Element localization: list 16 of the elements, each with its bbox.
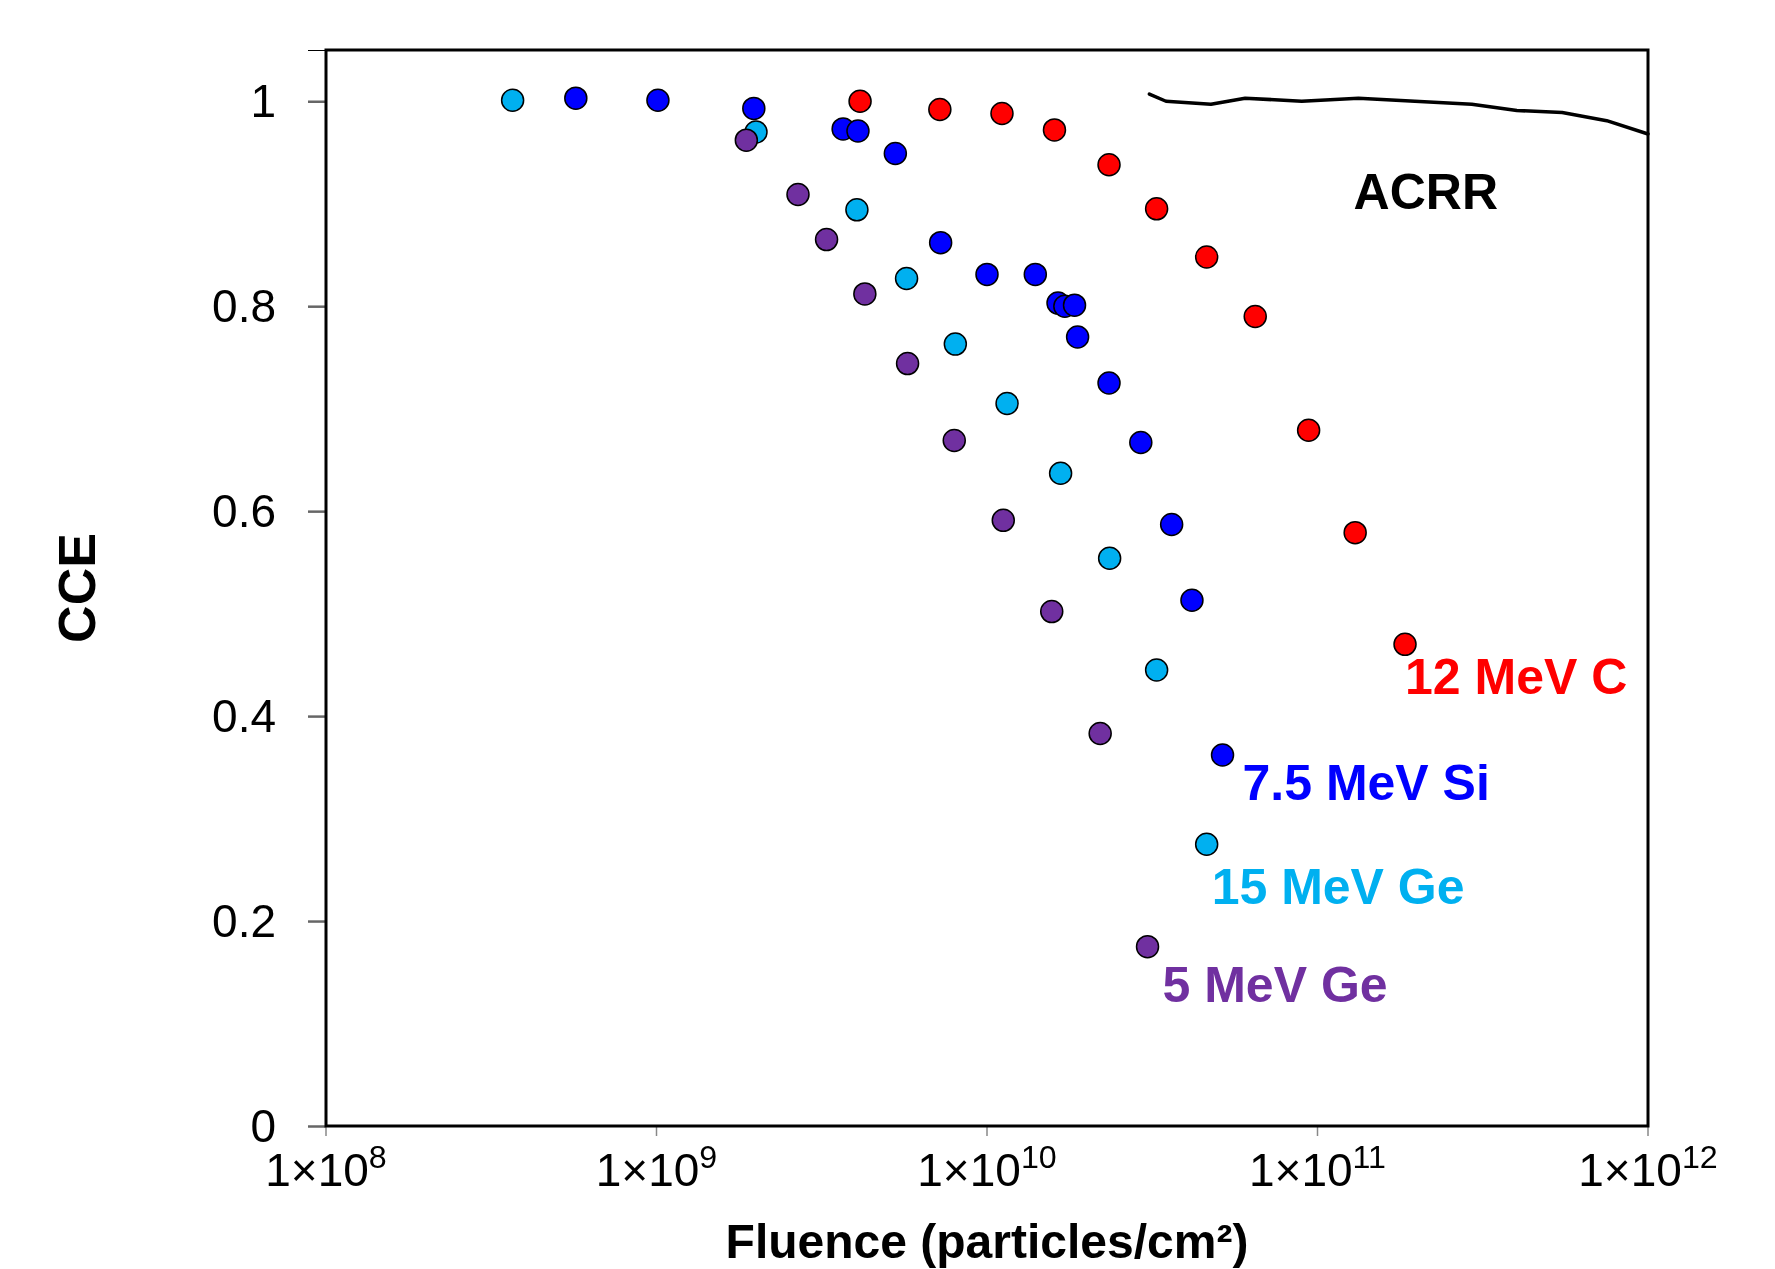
series-label: ACRR: [1353, 164, 1498, 221]
y-tick-label: 1: [250, 75, 276, 128]
y-tick-label: 0.4: [212, 690, 276, 743]
x-tick-label: 1×10$^{10}$: [917, 1139, 1057, 1196]
x-axis-title: Fluence (particles/cm²): [725, 1215, 1249, 1268]
x-tick-label: 1×10$^{11}$: [1248, 1139, 1387, 1196]
series-label: 7.5 MeV Si: [1242, 755, 1490, 812]
series-label: 15 MeV Ge: [1211, 859, 1465, 916]
series-label: 5 MeV Ge: [1162, 956, 1388, 1013]
y-axis-title: CCE: [48, 533, 106, 643]
y-tick-label: 0.2: [212, 895, 276, 948]
x-tick-label: 1×10$^{12}$: [1578, 1139, 1718, 1196]
series-label: 12 MeV C: [1405, 649, 1628, 706]
x-tick-label: 1×10$^{9}$: [595, 1139, 718, 1196]
y-tick-label: 0.6: [212, 485, 276, 538]
y-tick-label: 0.8: [212, 280, 276, 333]
